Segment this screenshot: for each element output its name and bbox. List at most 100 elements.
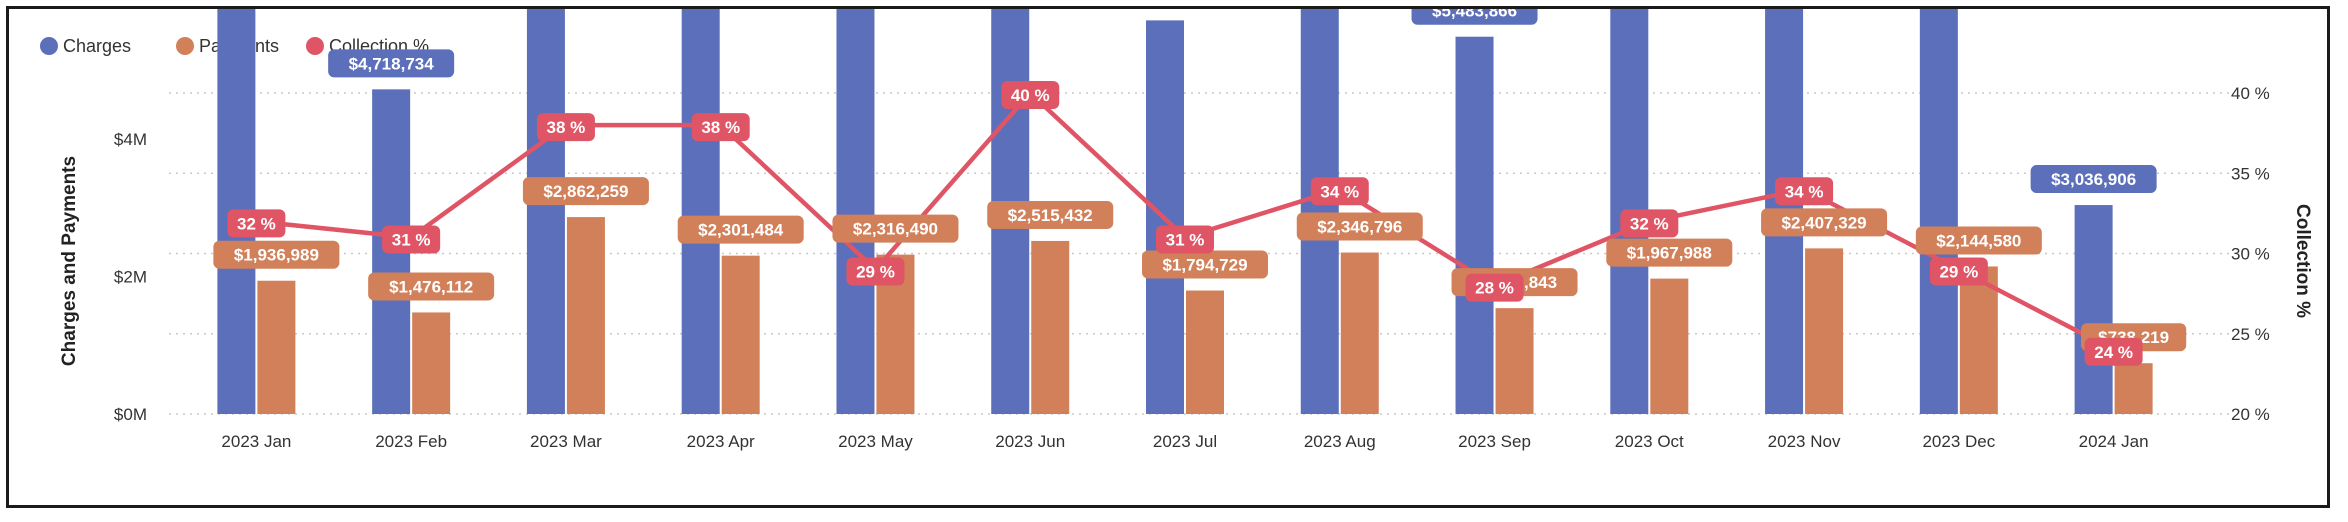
label-collection-2023-jan-bg — [227, 209, 286, 238]
label-collection-2023-apr: 38 % — [691, 113, 750, 142]
bar-payments-2023-oct[interactable] — [1650, 278, 1689, 414]
x-tick-label: 2023 Dec — [1922, 432, 1995, 451]
x-tick-label: 2023 Aug — [1304, 432, 1376, 451]
y-left-tick-label: $4M — [114, 130, 147, 149]
label-collection-2023-jun: 40 % — [1001, 81, 1060, 109]
bar-charges-2023-apr[interactable] — [681, 9, 720, 414]
bar-charges-2023-sep[interactable] — [1455, 36, 1494, 414]
y-left-tick-label: $6M — [114, 9, 147, 11]
label-charges-2023-sep-bg — [1411, 9, 1538, 25]
x-tick-label: 2023 Jul — [1153, 432, 1217, 451]
label-collection-2023-may-text: 29 % — [856, 263, 895, 282]
label-payments-2023-may: $2,316,490 — [832, 214, 959, 243]
label-collection-2023-mar-bg — [536, 113, 595, 142]
legend-payments-marker — [176, 37, 194, 55]
label-collection-2023-jul-text: 31 % — [1166, 230, 1205, 249]
label-payments-2023-mar: $2,862,259 — [522, 177, 649, 206]
label-payments-2023-feb-text: $1,476,112 — [389, 277, 473, 296]
y-left-axis-title: Charges and Payments — [59, 156, 80, 366]
bar-payments-2024-jan[interactable] — [2114, 363, 2153, 414]
bar-payments-2023-feb[interactable] — [412, 312, 451, 414]
y-right-tick-label: 25 % — [2231, 325, 2270, 344]
label-collection-2023-mar-text: 38 % — [547, 118, 586, 137]
label-payments-2023-apr-bg — [677, 215, 804, 244]
label-collection-2023-oct-text: 32 % — [1630, 214, 1669, 233]
label-payments-2023-dec: $2,144,580 — [1915, 226, 2042, 255]
legend-item-charges[interactable]: Charges — [40, 36, 131, 56]
combo-chart: Charges Payments Collection % Charges an… — [40, 9, 2313, 451]
label-collection-2023-dec-text: 29 % — [1939, 263, 1978, 282]
label-payments-2023-jun: $2,515,432 — [987, 200, 1114, 229]
label-collection-2024-jan-bg — [2084, 337, 2143, 366]
label-payments-2023-jul: $1,794,729 — [1142, 250, 1268, 279]
label-payments-2023-oct-bg — [1606, 238, 1733, 267]
label-payments-2023-oct-text: $1,967,988 — [1627, 244, 1712, 263]
bar-payments-2023-apr[interactable] — [721, 255, 760, 414]
label-collection-2023-aug-bg — [1310, 177, 1369, 206]
label-collection-2023-nov-bg — [1775, 177, 1834, 206]
bar-charges-2024-jan[interactable] — [2074, 205, 2113, 414]
label-payments-2023-may-text: $2,316,490 — [853, 220, 938, 239]
label-collection-2023-feb: 31 % — [382, 225, 441, 254]
label-payments-2023-dec-text: $2,144,580 — [1936, 231, 2021, 250]
x-tick-label: 2023 Feb — [375, 432, 447, 451]
label-payments-2023-apr: $2,301,484 — [677, 215, 804, 244]
bar-charges-2023-may[interactable] — [836, 9, 875, 414]
label-collection-2023-dec: 29 % — [1929, 257, 1988, 286]
label-collection-2023-sep: 28 % — [1465, 273, 1524, 302]
bar-charges-2023-dec[interactable] — [1919, 9, 1958, 414]
bar-payments-2023-aug[interactable] — [1340, 252, 1379, 414]
bar-payments-2023-jun[interactable] — [1031, 240, 1070, 414]
label-collection-2023-jan-text: 32 % — [237, 214, 276, 233]
label-collection-2023-aug-text: 34 % — [1320, 182, 1359, 201]
label-charges-2023-feb: $4,718,734 — [328, 49, 455, 78]
label-payments-2023-jun-text: $2,515,432 — [1008, 206, 1093, 225]
legend-charges-marker — [40, 37, 58, 55]
label-payments-2023-oct: $1,967,988 — [1606, 238, 1733, 267]
label-collection-2024-jan: 24 % — [2084, 337, 2143, 366]
bar-payments-2023-jul[interactable] — [1186, 290, 1224, 414]
chart-frame: Charges Payments Collection % Charges an… — [6, 6, 2330, 508]
label-payments-2023-feb-bg — [368, 272, 495, 301]
bar-payments-2023-nov[interactable] — [1805, 248, 1844, 414]
label-payments-2023-apr-text: $2,301,484 — [698, 221, 784, 240]
label-collection-2023-oct: 32 % — [1620, 209, 1679, 238]
label-collection-2023-jun-text: 40 % — [1011, 86, 1050, 105]
x-tick-label: 2023 Nov — [1768, 432, 1841, 451]
legend-collection-marker — [306, 37, 324, 55]
label-charges-2023-sep: $5,483,866 — [1411, 9, 1538, 25]
label-collection-2023-feb-bg — [382, 225, 441, 254]
bar-payments-2023-sep[interactable] — [1495, 308, 1534, 414]
bar-payments-2023-dec[interactable] — [1959, 266, 1998, 414]
bar-payments-2023-mar[interactable] — [566, 217, 605, 414]
y-right-tick-label: 30 % — [2231, 245, 2270, 264]
label-collection-2023-jan: 32 % — [227, 209, 286, 238]
x-tick-label: 2023 Sep — [1458, 432, 1531, 451]
label-collection-2023-mar: 38 % — [536, 113, 595, 142]
label-charges-2023-feb-text: $4,718,734 — [349, 54, 435, 73]
y-right-tick-label: 20 % — [2231, 405, 2270, 424]
bar-charges-2023-aug[interactable] — [1300, 9, 1339, 414]
label-collection-2023-sep-bg — [1465, 273, 1524, 302]
bar-charges-2023-mar[interactable] — [526, 9, 565, 414]
legend-charges-label: Charges — [63, 36, 131, 56]
label-collection-2023-nov-text: 34 % — [1785, 182, 1824, 201]
label-payments-2023-jan: $1,936,989 — [213, 240, 340, 269]
label-payments-2023-feb: $1,476,112 — [368, 272, 495, 301]
x-tick-label: 2023 May — [838, 432, 913, 451]
label-collection-2023-oct-bg — [1620, 209, 1679, 238]
label-payments-2023-dec-bg — [1915, 226, 2042, 255]
label-charges-2024-jan: $3,036,906 — [2030, 165, 2157, 194]
label-payments-2023-jul-bg — [1142, 250, 1268, 279]
x-tick-label: 2023 Apr — [687, 432, 755, 451]
y-left-tick-label: $0M — [114, 405, 147, 424]
x-tick-label: 2023 Jan — [221, 432, 291, 451]
label-collection-2024-jan-text: 24 % — [2094, 343, 2133, 362]
x-tick-label: 2024 Jan — [2079, 432, 2149, 451]
bar-payments-2023-jan[interactable] — [257, 280, 296, 414]
x-axis-ticks: 2023 Jan 2023 Feb 2023 Mar 2023 Apr 2023 May… — [221, 432, 2148, 451]
y-axis-ticks: 20 %25 %30 %35 %40 %$0M$2M$4M$6M$8M — [114, 9, 2270, 424]
label-collection-2023-may: 29 % — [846, 257, 905, 286]
label-collection-2023-jul: 31 % — [1156, 225, 1214, 254]
